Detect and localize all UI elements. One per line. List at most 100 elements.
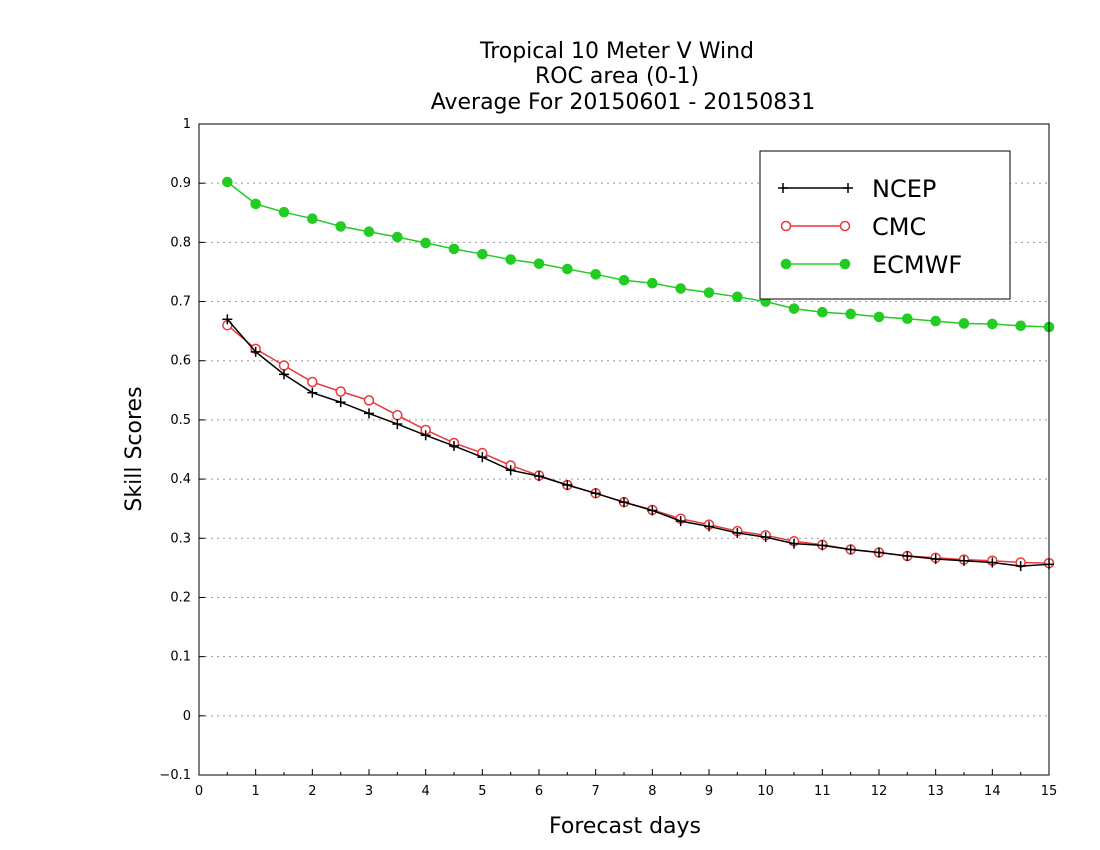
data-point-ecmwf-6	[392, 231, 403, 243]
data-point-ncep-23	[874, 547, 884, 558]
data-point-ncep-17	[704, 521, 714, 532]
data-point-ecmwf-15	[647, 277, 658, 289]
data-point-ncep-1	[250, 346, 261, 357]
chart-title: Tropical 10 Meter V Wind ROC area (0-1) …	[431, 39, 816, 115]
y-tick-label-11: 1	[183, 117, 191, 132]
data-point-ecmwf-5	[363, 226, 375, 238]
data-point-ecmwf-3	[307, 213, 318, 224]
data-point-ecmwf-17	[703, 287, 715, 298]
chart-title-line-2: ROC area (0-1)	[535, 64, 699, 89]
data-point-ncep-8	[449, 440, 459, 451]
x-tick-label-15: 15	[1041, 784, 1058, 799]
data-point-ncep-24	[902, 551, 913, 562]
data-point-ecmwf-28	[1015, 320, 1026, 332]
data-point-ecmwf-26	[958, 318, 970, 329]
data-point-ncep-21	[817, 540, 828, 551]
legend-label-ncep: NCEP	[872, 175, 936, 203]
legend-box	[759, 150, 1011, 300]
legend-marker-start	[780, 220, 792, 232]
data-point-ncep-15	[647, 505, 658, 516]
data-point-ncep-5	[364, 408, 374, 419]
x-tick-label-2: 2	[308, 784, 316, 799]
x-tick-label-0: 0	[195, 784, 203, 799]
series-line-ncep	[226, 318, 1050, 567]
data-point-ncep-28	[1015, 561, 1026, 572]
data-point-ecmwf-23	[873, 311, 885, 323]
legend-item-cmc: CMC	[780, 213, 926, 241]
legend: NCEP CMC ECMWF	[759, 150, 1011, 300]
y-tick-label-7: 0.6	[170, 354, 191, 369]
data-point-ecmwf-22	[845, 308, 856, 320]
data-point-ecmwf-11	[533, 258, 545, 269]
y-tick-label-6: 0.5	[170, 413, 191, 428]
x-tick-label-6: 6	[535, 784, 543, 799]
data-point-ncep-20	[789, 538, 799, 549]
x-tick-label-4: 4	[422, 784, 430, 799]
x-axis-label: Forecast days	[549, 814, 701, 839]
series-ecmwf	[222, 176, 1055, 333]
data-point-ecmwf-14	[618, 274, 630, 286]
data-point-ncep-16	[675, 516, 686, 527]
chart-title-line-3: Average For 20150601 - 20150831	[431, 90, 816, 115]
data-point-ncep-3	[307, 387, 318, 398]
y-tick-label-9: 0.8	[170, 235, 191, 250]
data-point-ecmwf-4	[335, 221, 346, 232]
x-tick-label-1: 1	[252, 784, 260, 799]
y-tick-label-10: 0.9	[170, 176, 191, 191]
data-point-ncep-14	[619, 497, 629, 508]
x-tick-label-11: 11	[814, 784, 831, 799]
data-point-ncep-7	[420, 430, 431, 441]
data-point-ecmwf-0	[222, 176, 233, 188]
data-point-ecmwf-25	[930, 315, 941, 327]
data-point-ecmwf-7	[420, 237, 431, 249]
legend-label-ecmwf: ECMWF	[872, 251, 962, 279]
x-tick-label-9: 9	[705, 784, 713, 799]
series-cmc	[222, 319, 1055, 569]
y-axis-ticks: −0.1 0 0.1 0.2 0.3 0.4 0.5 0.6 0.7 0.8 0.9 1	[159, 117, 205, 783]
data-point-cmc-6	[392, 409, 403, 421]
data-point-ecmwf-20	[788, 303, 800, 314]
y-tick-label-2: 0.1	[170, 650, 191, 665]
y-tick-label-4: 0.3	[170, 531, 191, 546]
data-point-ncep-19	[760, 532, 771, 543]
data-point-ecmwf-27	[987, 318, 998, 330]
y-tick-label-3: 0.2	[170, 590, 191, 605]
data-point-ecmwf-12	[562, 263, 573, 275]
x-tick-label-3: 3	[365, 784, 373, 799]
data-point-ecmwf-2	[278, 206, 290, 218]
data-point-ncep-2	[279, 369, 289, 380]
legend-marker-end	[843, 183, 853, 193]
x-tick-label-7: 7	[592, 784, 600, 799]
data-point-ncep-6	[392, 419, 403, 430]
data-point-cmc-4	[335, 386, 346, 397]
x-tick-label-12: 12	[871, 784, 888, 799]
y-tick-label-8: 0.7	[170, 295, 191, 310]
legend-marker-start	[780, 258, 792, 270]
x-tick-label-14: 14	[984, 784, 1001, 799]
data-point-ecmwf-10	[505, 254, 516, 265]
data-point-cmc-5	[363, 395, 375, 406]
data-point-cmc-2	[278, 360, 290, 371]
legend-item-ecmwf: ECMWF	[780, 251, 962, 279]
series-ncep	[222, 314, 1054, 572]
chart-title-line-1: Tropical 10 Meter V Wind	[479, 39, 754, 64]
data-point-ecmwf-21	[817, 306, 828, 318]
legend-label-cmc: CMC	[872, 213, 926, 241]
data-point-ecmwf-24	[902, 313, 913, 325]
y-tick-label-5: 0.4	[170, 472, 191, 487]
data-point-ecmwf-18	[732, 291, 743, 303]
data-point-ncep-22	[845, 544, 856, 555]
data-point-ncep-4	[335, 397, 346, 408]
x-tick-label-8: 8	[648, 784, 656, 799]
data-point-ecmwf-8	[448, 243, 460, 255]
data-point-ncep-10	[505, 465, 516, 476]
y-tick-label-0: −0.1	[159, 768, 191, 783]
legend-marker-end	[839, 220, 851, 232]
data-point-ncep-9	[477, 452, 488, 463]
data-point-ncep-25	[930, 553, 941, 564]
data-point-ncep-13	[590, 488, 601, 499]
data-point-ncep-18	[732, 527, 743, 538]
x-axis-ticks: 0 1 2 3 4 5 6 7 8 9 10 11 12 13 14 15	[195, 769, 1057, 799]
